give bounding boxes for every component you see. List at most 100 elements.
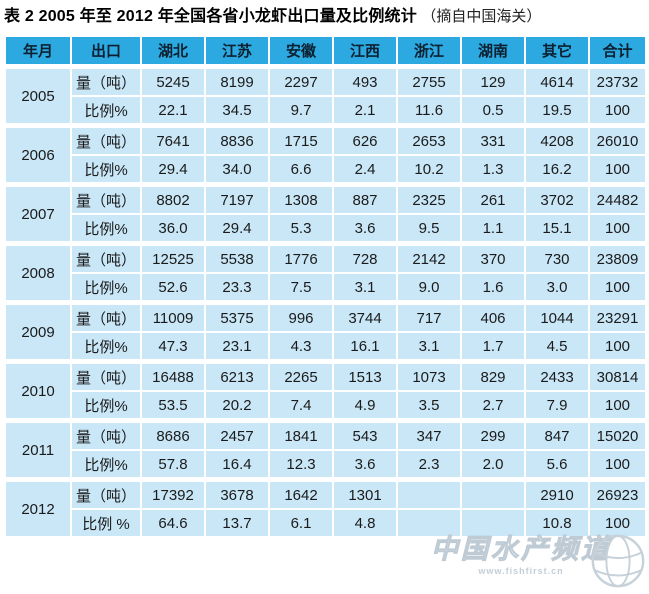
data-cell: 1308 [268, 182, 334, 215]
data-cell: 2142 [396, 241, 462, 274]
data-cell: 2265 [268, 359, 334, 392]
data-cell: 887 [332, 182, 398, 215]
row-label-percent: 比例% [70, 95, 142, 127]
data-cell: 847 [524, 418, 590, 451]
data-cell: 493 [332, 64, 398, 97]
data-cell: 5.3 [268, 213, 334, 245]
data-cell: 8199 [204, 64, 270, 97]
data-cell: 16.2 [524, 154, 590, 186]
data-cell: 15020 [588, 418, 647, 451]
table-body: 2005 量（吨） 5245 8199 2297 493 2755 129 4614 23732 比… [4, 64, 647, 538]
data-cell: 47.3 [140, 331, 206, 363]
header-row: 年月 出口 湖北 江苏 安徽 江西 浙江 湖南 其它 合计 [4, 35, 647, 69]
data-cell: 10.8 [524, 508, 590, 538]
percent-row: 比例% 53.5 20.2 7.4 4.9 3.5 2.7 7.9 100 [5, 390, 647, 422]
data-cell: 5538 [204, 241, 270, 274]
row-label-quantity: 量（吨） [70, 64, 142, 97]
data-cell: 52.6 [140, 272, 206, 304]
quantity-row: 2007 量（吨） 8802 7197 1308 887 2325 261 3702 24482 [4, 182, 647, 245]
data-cell: 2.3 [396, 449, 462, 481]
row-label-percent: 比例 % [70, 508, 142, 538]
data-cell: 4.5 [524, 331, 590, 363]
row-label-quantity: 量（吨） [70, 477, 142, 510]
data-cell: 23809 [588, 241, 647, 274]
quantity-row: 2009 量（吨） 11009 5375 996 3744 717 406 1044 23291 [4, 300, 647, 363]
data-cell: 3.6 [332, 213, 398, 245]
data-cell: 6.1 [268, 508, 334, 538]
column-header: 江西 [332, 35, 398, 69]
data-cell: 3678 [204, 477, 270, 510]
percent-row: 比例% 52.6 23.3 7.5 3.1 9.0 1.6 3.0 100 [5, 272, 647, 304]
data-cell: 7.9 [524, 390, 590, 422]
data-cell: 12.3 [268, 449, 334, 481]
data-cell: 24482 [588, 182, 647, 215]
data-cell: 4.8 [332, 508, 398, 538]
row-label-quantity: 量（吨） [70, 241, 142, 274]
data-cell: 1301 [332, 477, 398, 510]
year-cell: 2005 [4, 64, 72, 127]
percent-row: 比例 % 64.6 13.7 6.1 4.8 10.8 100 [5, 508, 647, 538]
data-cell: 730 [524, 241, 590, 274]
data-cell: 4.9 [332, 390, 398, 422]
year-cell: 2006 [4, 123, 72, 186]
data-cell: 2325 [396, 182, 462, 215]
data-cell: 4208 [524, 123, 590, 156]
data-cell: 100 [588, 154, 647, 186]
row-label-percent: 比例% [70, 213, 142, 245]
table-title-main: 表 2 2005 年至 2012 年全国各省小龙虾出口量及比例统计 [4, 8, 417, 25]
data-cell: 626 [332, 123, 398, 156]
quantity-row: 2011 量（吨） 8686 2457 1841 543 347 299 847 15020 [4, 418, 647, 481]
year-cell: 2008 [4, 241, 72, 304]
data-cell: 370 [460, 241, 526, 274]
data-cell: 16488 [140, 359, 206, 392]
column-header: 湖南 [460, 35, 526, 69]
data-cell: 29.4 [140, 154, 206, 186]
percent-row: 比例% 22.1 34.5 9.7 2.1 11.6 0.5 19.5 100 [5, 95, 647, 127]
data-cell: 1715 [268, 123, 334, 156]
data-cell: 2.7 [460, 390, 526, 422]
data-cell: 0.5 [460, 95, 526, 127]
column-header: 湖北 [140, 35, 206, 69]
data-cell: 100 [588, 331, 647, 363]
data-cell: 1776 [268, 241, 334, 274]
data-cell: 100 [588, 449, 647, 481]
data-cell: 1073 [396, 359, 462, 392]
data-cell: 22.1 [140, 95, 206, 127]
data-cell: 299 [460, 418, 526, 451]
data-cell: 2.0 [460, 449, 526, 481]
data-cell: 16.1 [332, 331, 398, 363]
table-title: 表 2 2005 年至 2012 年全国各省小龙虾出口量及比例统计 （摘自中国海… [0, 0, 649, 35]
data-cell: 5.6 [524, 449, 590, 481]
percent-row: 比例% 47.3 23.1 4.3 16.1 3.1 1.7 4.5 100 [5, 331, 647, 363]
data-cell: 64.6 [140, 508, 206, 538]
data-cell: 8836 [204, 123, 270, 156]
row-label-percent: 比例% [70, 154, 142, 186]
data-cell: 717 [396, 300, 462, 333]
data-cell: 347 [396, 418, 462, 451]
data-cell: 13.7 [204, 508, 270, 538]
data-cell: 10.2 [396, 154, 462, 186]
data-cell: 100 [588, 95, 647, 127]
data-cell: 2653 [396, 123, 462, 156]
data-cell: 3.1 [332, 272, 398, 304]
data-cell: 9.7 [268, 95, 334, 127]
year-cell: 2009 [4, 300, 72, 363]
column-header: 江苏 [204, 35, 270, 69]
data-cell: 100 [588, 272, 647, 304]
data-cell: 23.1 [204, 331, 270, 363]
data-cell: 100 [588, 390, 647, 422]
year-cell: 2007 [4, 182, 72, 245]
data-cell: 3744 [332, 300, 398, 333]
data-cell: 23732 [588, 64, 647, 97]
globe-icon [591, 534, 645, 588]
year-cell: 2010 [4, 359, 72, 422]
data-cell: 3.6 [332, 449, 398, 481]
data-cell: 26923 [588, 477, 647, 510]
data-cell: 2910 [524, 477, 590, 510]
data-cell: 17392 [140, 477, 206, 510]
data-cell: 1.1 [460, 213, 526, 245]
data-cell: 4.3 [268, 331, 334, 363]
data-cell: 4614 [524, 64, 590, 97]
data-cell [396, 477, 462, 510]
